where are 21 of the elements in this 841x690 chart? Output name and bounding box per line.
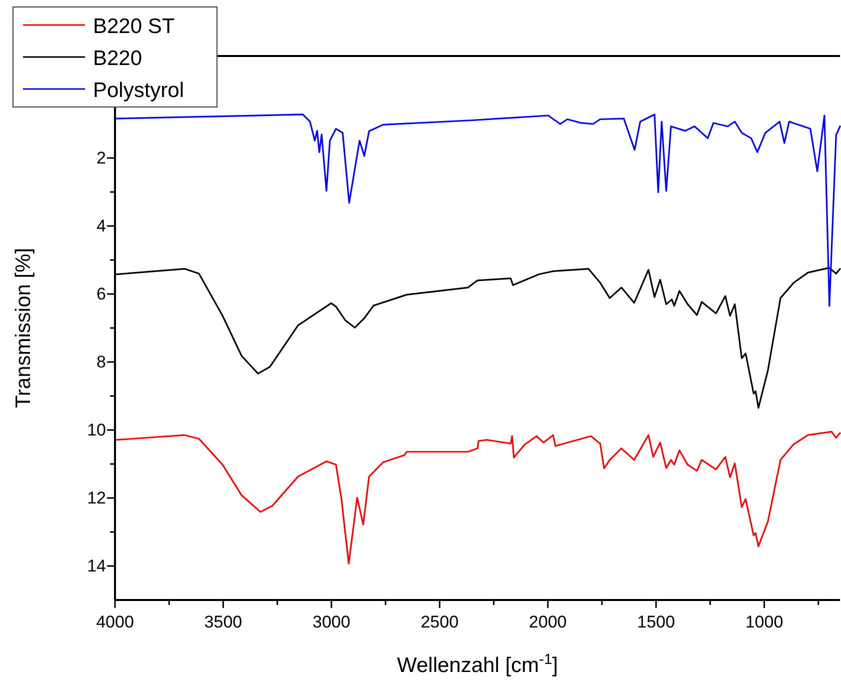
line-series <box>116 114 841 307</box>
legend-label: Polystyrol <box>93 79 184 102</box>
y-tick-label: 6 <box>96 284 106 304</box>
legend-label: B220 <box>93 47 142 70</box>
x-tick-label: 1500 <box>637 612 675 632</box>
y-tick-label: 12 <box>87 488 106 508</box>
line-series <box>116 430 841 564</box>
y-tick-label: 4 <box>96 216 106 236</box>
y-axis-title: Transmission [%] <box>12 248 35 408</box>
x-axis-title: Wellenzahl [cm$^{-1}$] <box>397 652 558 677</box>
x-tick-label: 4000 <box>96 612 134 632</box>
x-tick-label: 2500 <box>420 612 459 632</box>
y-tick-label: 2 <box>96 148 106 168</box>
legend-label: B220 ST <box>93 15 175 38</box>
x-tick-label: 1000 <box>745 612 784 632</box>
x-tick-label: 3000 <box>312 612 350 632</box>
y-tick-label: 10 <box>87 420 106 440</box>
x-tick-label: 2000 <box>528 612 567 632</box>
y-tick-label: 8 <box>96 352 106 372</box>
x-tick-label: 3500 <box>204 612 242 632</box>
y-tick-label: 14 <box>87 556 106 576</box>
